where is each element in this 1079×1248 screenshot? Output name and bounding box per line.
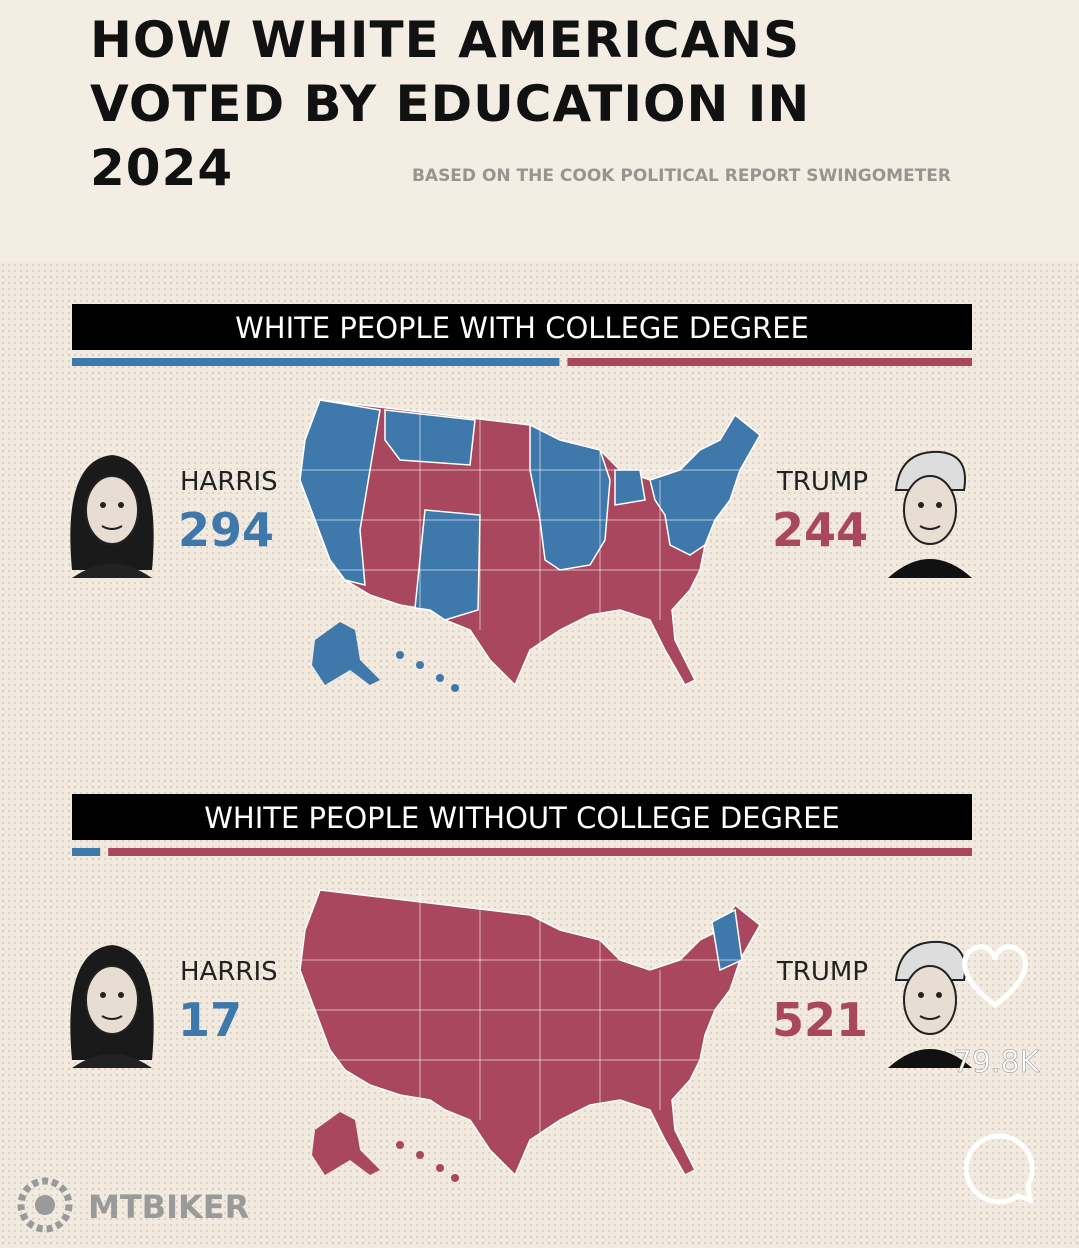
like-count: 79.8K [953, 1045, 1041, 1080]
trump-votes: 244 [772, 503, 868, 557]
hawaii [396, 1141, 404, 1149]
trump-portrait [888, 450, 972, 578]
harris-portrait [70, 455, 154, 578]
suit [888, 559, 972, 578]
shoulders [72, 564, 152, 578]
hawaii [396, 651, 404, 659]
title: HOW WHITE AMERICANS VOTED BY EDUCATION I… [90, 11, 811, 197]
hawaii [436, 1164, 444, 1172]
harris-votes: 294 [178, 503, 274, 557]
panel: WHITE PEOPLE WITHOUT COLLEGE DEGREE HARRI… [70, 794, 973, 1182]
blue-states [529, 423, 611, 571]
face [85, 475, 139, 545]
panel: WHITE PEOPLE WITH COLLEGE DEGREE HARRIS 29… [70, 304, 972, 692]
trump-name: TRUMP [776, 957, 868, 987]
trump-share [108, 848, 973, 856]
harris-portrait [70, 945, 154, 1068]
blue-states [414, 509, 481, 621]
watermark: MTBIKER [88, 1188, 249, 1226]
hawaii [451, 1174, 459, 1182]
us-map [299, 399, 761, 692]
lower-48 [299, 889, 761, 1176]
heading-bar [72, 794, 972, 840]
hawaii [436, 674, 444, 682]
subtitle: BASED ON THE COOK POLITICAL REPORT SWING… [411, 166, 951, 186]
hawaii [416, 661, 424, 669]
shoulders [72, 1054, 152, 1068]
hawaii [416, 1151, 424, 1159]
harris-votes: 17 [178, 993, 242, 1047]
blue-states [614, 469, 646, 506]
trump-share [567, 358, 972, 366]
comment-button[interactable] [963, 1133, 1035, 1205]
harris-name: HARRIS [180, 467, 278, 497]
trump-votes: 521 [772, 993, 868, 1047]
alaska [312, 1112, 380, 1175]
watermark-logo [17, 1177, 73, 1233]
harris-share [72, 848, 101, 856]
face [903, 475, 957, 545]
heading: WHITE PEOPLE WITH COLLEGE DEGREE [235, 311, 809, 345]
us-map [299, 889, 761, 1182]
heading-bar [72, 304, 972, 350]
harris-share [72, 358, 560, 366]
hair [894, 450, 966, 491]
alaska [312, 622, 380, 685]
hawaii [451, 684, 459, 692]
face [903, 965, 957, 1035]
like-button[interactable] [962, 944, 1028, 1009]
heading: WHITE PEOPLE WITHOUT COLLEGE DEGREE [204, 801, 840, 835]
blue-states [299, 399, 381, 586]
suit [888, 1049, 972, 1068]
blue-states [384, 409, 476, 466]
face [85, 965, 139, 1035]
trump-name: TRUMP [776, 467, 868, 497]
harris-name: HARRIS [180, 957, 278, 987]
